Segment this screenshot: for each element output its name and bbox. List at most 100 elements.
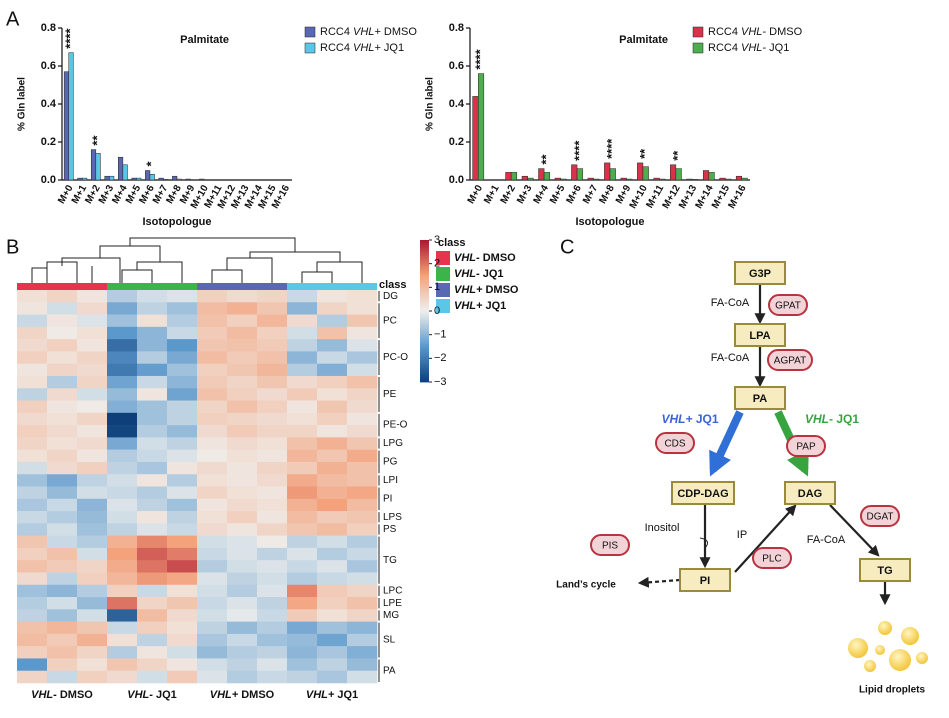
- heatmap-cell: [197, 609, 228, 622]
- x-tick-label: M+5: [548, 183, 568, 206]
- colorbar-tick-label: 1: [434, 281, 440, 293]
- row-class-label: PI: [383, 493, 392, 504]
- heatmap-cell: [167, 437, 198, 450]
- heatmap-cell: [47, 609, 78, 622]
- heatmap-cell: [287, 326, 318, 340]
- colorbar-segment: [420, 268, 429, 272]
- heatmap-cell: [287, 461, 318, 475]
- heatmap-cell: [197, 412, 228, 426]
- heatmap-cell: [227, 461, 258, 475]
- x-tick-label: M+6: [565, 183, 585, 206]
- heatmap-cell: [167, 314, 198, 328]
- heatmap-cell: [167, 597, 198, 610]
- colorbar-tick-label: −2: [434, 352, 447, 364]
- heatmap-cell: [287, 511, 318, 524]
- colorbar-tick-label: 3: [434, 234, 440, 246]
- heatmap-cell: [257, 449, 288, 463]
- colorbar-segment: [420, 334, 429, 338]
- heatmap-cell: [77, 584, 108, 598]
- legend-swatch: [436, 267, 450, 281]
- heatmap-cell: [347, 621, 378, 635]
- heatmap-cell: [257, 535, 288, 549]
- heatmap-cell: [197, 584, 228, 598]
- heatmap-cell: [257, 375, 288, 389]
- heatmap-cell: [107, 633, 138, 647]
- pathway-node-label: G3P: [749, 268, 771, 280]
- heatmap-cell: [227, 314, 258, 328]
- heatmap-cell: [287, 584, 318, 598]
- y-tick-label: 0.4: [41, 98, 57, 110]
- arrow: [637, 576, 681, 588]
- colorbar-segment: [420, 247, 429, 250]
- column-group-bar: [197, 283, 287, 290]
- bar: [719, 177, 726, 181]
- heatmap-cell: [227, 658, 258, 672]
- heatmap-cell: [197, 670, 228, 684]
- bar: [708, 172, 715, 181]
- colorbar-segment: [420, 377, 429, 381]
- heatmap-cell: [107, 572, 138, 586]
- heatmap-cell: [167, 584, 198, 598]
- heatmap-cell: [17, 412, 48, 426]
- heatmap-cell: [197, 363, 228, 377]
- heatmap-cell: [287, 523, 318, 536]
- heatmap-cell: [287, 658, 318, 672]
- heatmap-cell: [317, 658, 348, 672]
- pathway-label: FA-CoA: [711, 297, 750, 309]
- colorbar-segment: [420, 341, 429, 345]
- heatmap-cell: [167, 535, 198, 549]
- heatmap-cell: [107, 609, 138, 622]
- heatmap-cell: [107, 646, 138, 659]
- colorbar-segment: [420, 360, 429, 364]
- x-tick-label: M+4: [532, 183, 552, 206]
- enzyme: [860, 505, 900, 527]
- heatmap-cell: [17, 560, 48, 573]
- x-tick-label: M+1: [482, 183, 502, 206]
- colorbar-segment: [420, 327, 429, 331]
- heatmap-cell: [227, 572, 258, 586]
- heatmap-cell: [257, 425, 288, 438]
- heatmap-cell: [287, 609, 318, 622]
- bar: [659, 178, 666, 181]
- heatmap-cell: [287, 597, 318, 610]
- heatmap-cell: [317, 474, 348, 487]
- heatmap-cell: [17, 351, 48, 364]
- heatmap-cell: [227, 547, 258, 561]
- enzyme-label: PLC: [762, 554, 781, 565]
- heatmap-cell: [257, 339, 288, 352]
- bar: [642, 166, 649, 181]
- row-class-label: PG: [383, 457, 398, 468]
- panel-letter: A: [6, 8, 20, 30]
- heatmap-cell: [137, 511, 168, 524]
- lipid-droplet: [878, 621, 892, 635]
- heatmap-cell: [257, 400, 288, 414]
- heatmap-cell: [317, 597, 348, 610]
- pathway-node: [859, 558, 911, 582]
- bar: [510, 172, 518, 181]
- colorbar-segment: [420, 339, 429, 343]
- bar: [122, 164, 128, 181]
- heatmap-cell: [47, 560, 78, 573]
- heatmap-cell: [317, 584, 348, 598]
- heatmap-cell: [167, 449, 198, 463]
- heatmap-cell: [167, 658, 198, 672]
- colorbar-segment: [420, 344, 429, 347]
- heatmap-cell: [167, 326, 198, 340]
- heatmap-cell: [287, 646, 318, 659]
- heatmap-cell: [47, 633, 78, 647]
- y-tick-label: 0.0: [41, 174, 56, 186]
- legend-label: VHL- JQ1: [454, 268, 504, 280]
- heatmap-cell: [347, 351, 378, 364]
- arrow: [699, 537, 709, 549]
- heatmap-cell: [227, 523, 258, 536]
- colorbar-segment: [420, 303, 429, 307]
- colorbar-segment: [420, 351, 429, 354]
- colorbar-segment: [420, 296, 429, 300]
- heatmap-cell: [197, 646, 228, 659]
- colorbar-segment: [420, 301, 429, 305]
- heatmap-cell: [137, 290, 168, 303]
- heatmap-cell: [347, 535, 378, 549]
- heatmap-cell: [257, 597, 288, 610]
- heatmap-cell: [347, 302, 378, 315]
- heatmap-cell: [227, 560, 258, 573]
